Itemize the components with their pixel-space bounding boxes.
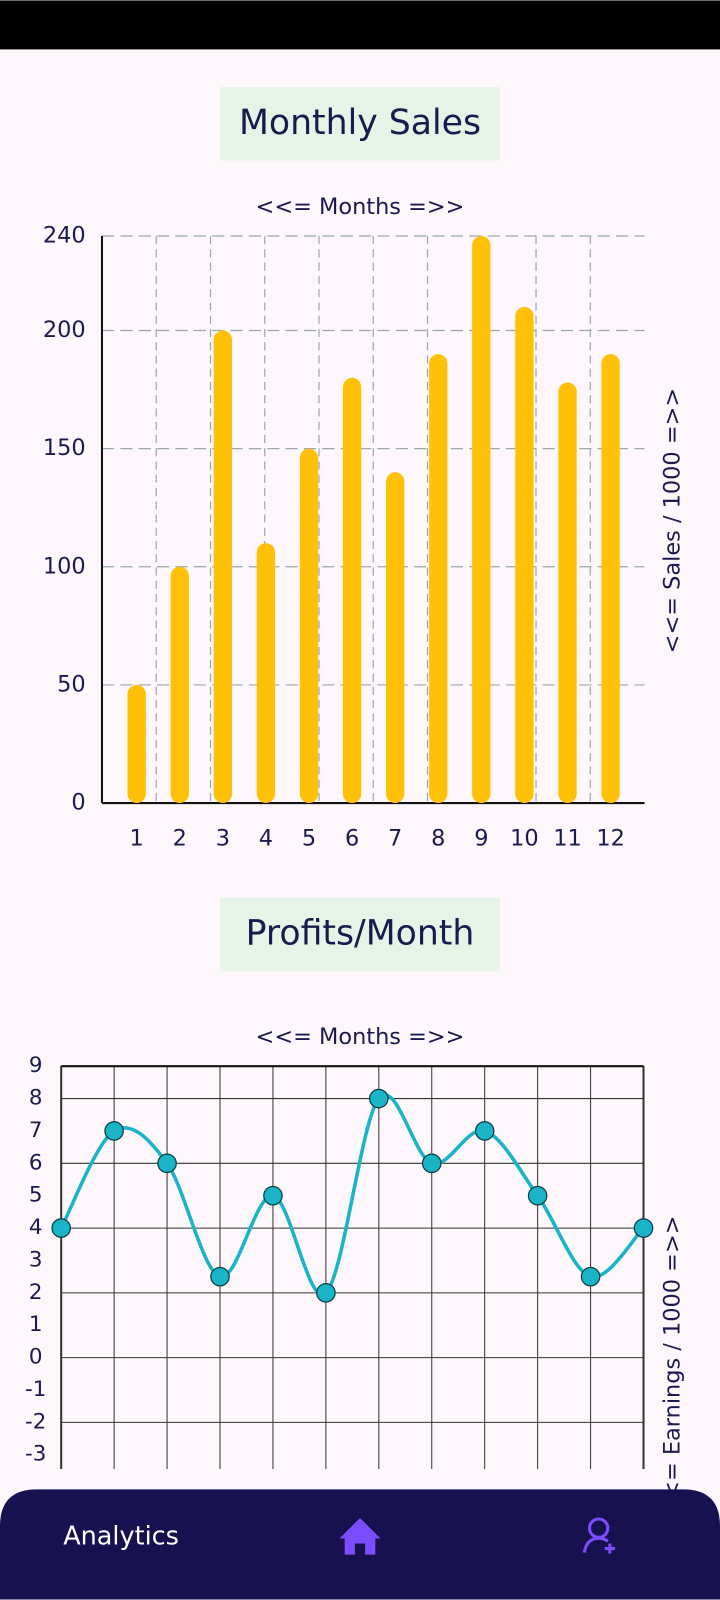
point [316,1283,336,1303]
point [633,1218,654,1238]
add-user-icon[interactable] [582,1517,615,1554]
status-bar [0,0,720,50]
x-tick-label: 11 [553,825,582,851]
x-tick-label: 8 [431,825,445,851]
x-tick-label: 1 [130,825,144,851]
point [369,1088,389,1109]
x-tick-label: 12 [596,825,625,851]
y-tick-label: 5 [29,1183,43,1208]
x-tick-label: 6 [345,825,359,851]
y-tick-label: 200 [43,317,86,343]
bar [170,566,189,804]
bar [472,236,491,804]
point [157,1153,177,1174]
point [527,1185,548,1206]
y-tick-label: -2 [25,1409,46,1434]
y-tick-label: 1 [29,1312,43,1337]
y-tick-label: 0 [71,790,85,816]
title-box [220,87,500,161]
y-tick-label: 4 [29,1215,43,1240]
point [210,1266,230,1287]
x-tick-label: 9 [474,825,488,851]
y-tick-label: 3 [29,1247,43,1272]
line [59,1093,645,1297]
chart-title: Monthly Sales [239,103,481,143]
x-axis-title: <<= Months =>> [256,1024,465,1050]
bar [386,472,405,804]
x-axis-title: <<= Months =>> [256,194,465,220]
y-tick-label: 8 [29,1086,43,1111]
y-tick-label: 240 [43,223,86,249]
home-icon[interactable] [339,1517,381,1555]
title-box [220,897,500,972]
y-tick-label: 100 [43,553,86,579]
y-axis-title: <<= Sales / 1000 =>> [660,388,686,654]
x-tick-label: 5 [302,825,316,851]
x-tick-label: 4 [259,825,273,851]
bar [256,543,276,804]
point [104,1121,124,1141]
bar [299,448,319,804]
y-tick-label: 7 [29,1118,43,1143]
point [51,1218,71,1238]
bar [515,306,534,804]
bar [601,354,620,804]
x-tick-label: 10 [510,825,539,851]
nav-bar [0,1489,720,1600]
bar [342,377,362,804]
y-tick-label: 2 [29,1280,43,1305]
x-tick-label: 2 [173,825,187,851]
bar [213,330,233,804]
bar [429,354,448,804]
point [580,1266,601,1287]
point [474,1121,495,1141]
y-tick-label: 150 [43,435,86,461]
y-tick-label: 9 [29,1053,43,1078]
y-tick-label: -1 [25,1377,46,1402]
x-tick-label: 3 [216,825,230,851]
point [263,1185,283,1206]
y-axis-title: <<= Earnings / 1000 =>> [660,1215,686,1518]
charts: Monthly Sales <<= Months =>> <<= Sales / 1… [25,87,686,1519]
y-tick-label: -3 [25,1442,46,1467]
bottom-nav: Analytics [0,1489,720,1600]
nav-analytics[interactable]: Analytics [63,1521,179,1551]
chart-title: Profits/Month [246,914,475,954]
y-tick-label: 50 [57,671,86,697]
bar [127,684,146,804]
x-tick-label: 7 [388,825,402,851]
y-tick-label: 0 [29,1345,43,1370]
bar [558,382,577,804]
y-tick-label: 6 [29,1150,43,1175]
point [421,1153,442,1174]
